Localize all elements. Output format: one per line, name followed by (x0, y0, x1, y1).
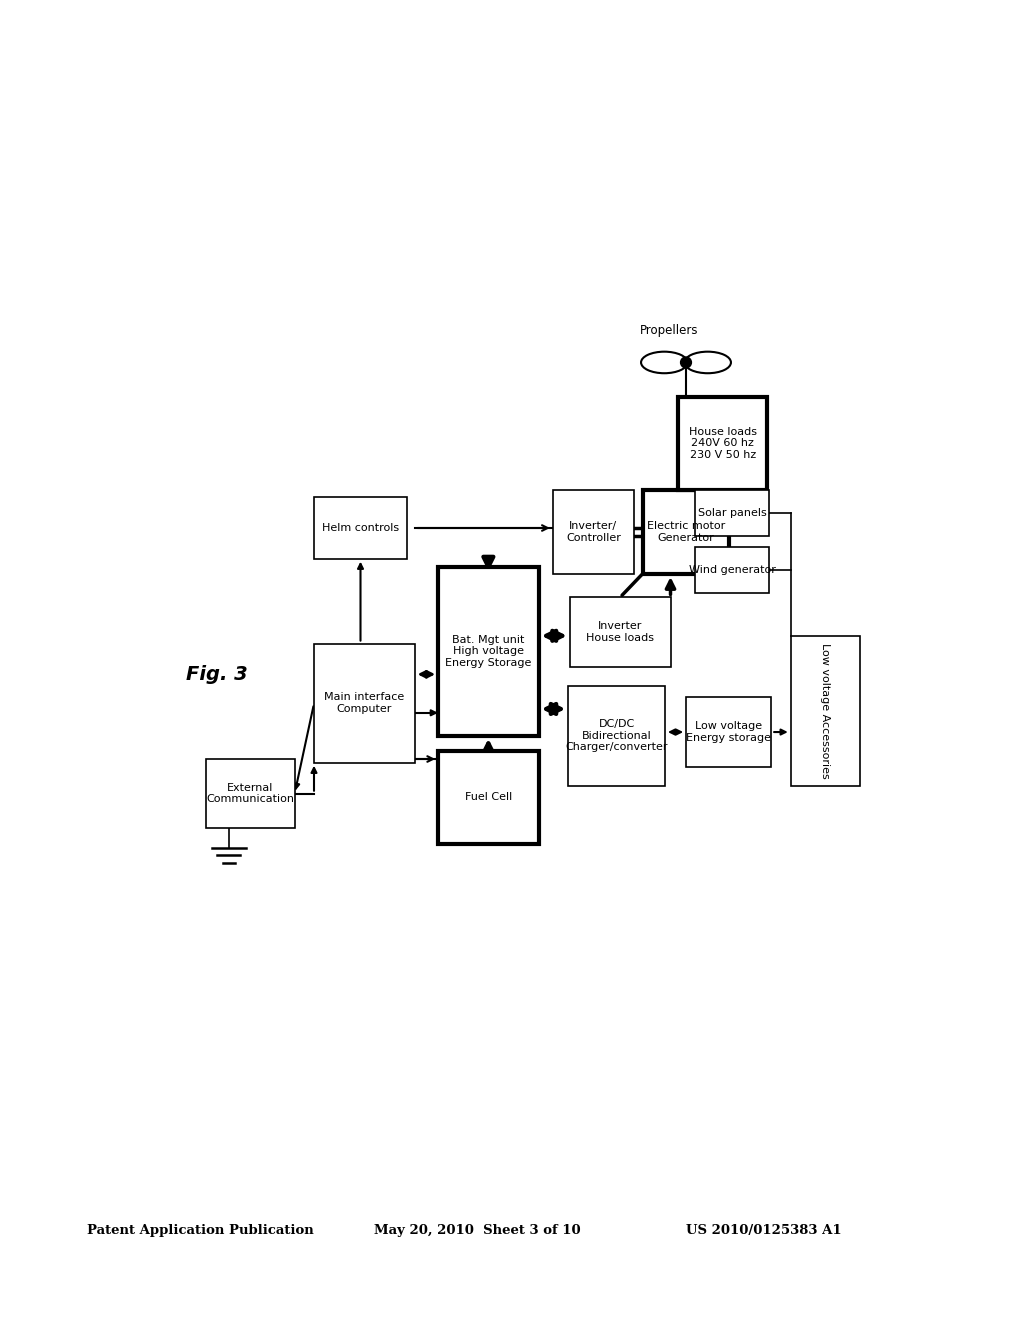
Text: Main interface
Computer: Main interface Computer (325, 693, 404, 714)
Text: Helm controls: Helm controls (322, 523, 399, 533)
Circle shape (681, 358, 691, 368)
Text: Electric motor
Generator: Electric motor Generator (647, 521, 725, 543)
Bar (686, 697, 771, 767)
Text: May 20, 2010  Sheet 3 of 10: May 20, 2010 Sheet 3 of 10 (374, 1224, 581, 1237)
Text: Bat. Mgt unit
High voltage
Energy Storage: Bat. Mgt unit High voltage Energy Storag… (445, 635, 531, 668)
Text: Inverter
House loads: Inverter House loads (586, 622, 654, 643)
Bar (314, 644, 415, 763)
Text: House loads
240V 60 hz
230 V 50 hz: House loads 240V 60 hz 230 V 50 hz (689, 426, 757, 459)
Ellipse shape (641, 351, 687, 374)
Ellipse shape (684, 351, 731, 374)
Text: Solar panels: Solar panels (697, 508, 767, 517)
Bar (553, 490, 634, 574)
Text: External
Communication: External Communication (206, 783, 294, 804)
Text: US 2010/0125383 A1: US 2010/0125383 A1 (686, 1224, 842, 1237)
Text: Inverter/
Controller: Inverter/ Controller (566, 521, 621, 543)
Text: Low voltage Accessories: Low voltage Accessories (820, 643, 830, 779)
Text: DC/DC
Bidirectional
Charger/converter: DC/DC Bidirectional Charger/converter (565, 719, 668, 752)
Bar (695, 490, 769, 536)
Bar (791, 636, 860, 785)
Bar (438, 751, 539, 843)
Bar (678, 397, 767, 490)
Bar (206, 759, 295, 829)
Bar (568, 686, 665, 785)
Text: Patent Application Publication: Patent Application Publication (87, 1224, 313, 1237)
Text: Fig. 3: Fig. 3 (186, 665, 248, 684)
Bar (314, 498, 407, 558)
Bar (438, 566, 539, 737)
Bar (643, 490, 729, 574)
Text: Wind generator: Wind generator (689, 565, 775, 576)
Bar (569, 597, 671, 667)
Bar (695, 548, 769, 594)
Text: Fuel Cell: Fuel Cell (465, 792, 512, 803)
Text: Propellers: Propellers (640, 323, 698, 337)
Text: Low voltage
Energy storage: Low voltage Energy storage (686, 721, 771, 743)
